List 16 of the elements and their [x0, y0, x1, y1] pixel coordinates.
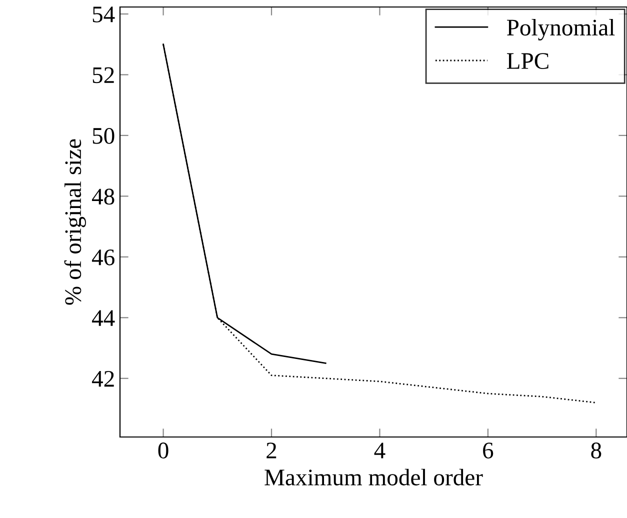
x-axis-title: Maximum model order: [264, 468, 483, 486]
legend-label: LPC: [506, 53, 548, 69]
x-tick-label: 6: [483, 442, 494, 458]
x-tick-label: 2: [266, 442, 276, 458]
x-tick-label: 4: [374, 442, 386, 458]
y-tick-label: 44: [92, 310, 115, 326]
x-tick-label: 8: [591, 442, 602, 458]
x-tick-label: 0: [158, 442, 168, 458]
y-tick-label: 54: [92, 6, 115, 22]
y-axis-title: % of original size: [64, 139, 86, 305]
y-tick-label: 50: [92, 128, 114, 144]
y-tick-label: 46: [92, 249, 114, 266]
y-tick-label: 48: [92, 188, 114, 205]
y-tick-label: 42: [92, 370, 114, 387]
legend-label: Polynomial: [506, 18, 615, 40]
y-tick-label: 52: [92, 67, 114, 84]
